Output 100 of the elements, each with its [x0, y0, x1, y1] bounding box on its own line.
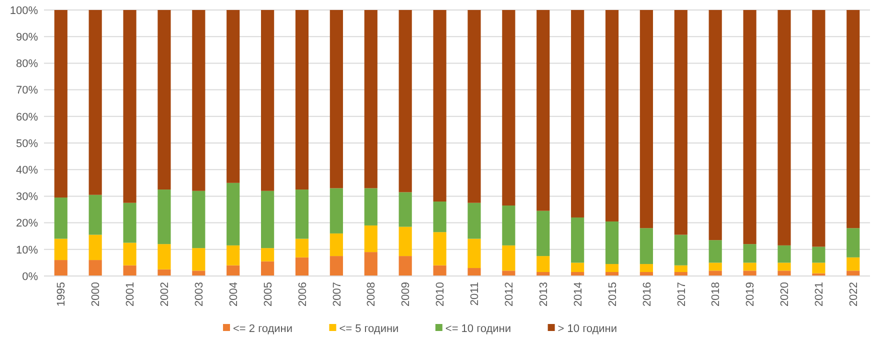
bar: [123, 265, 136, 276]
bar: [743, 10, 756, 244]
bar: [295, 190, 309, 239]
bar: [708, 270, 722, 276]
bar: [468, 238, 481, 268]
x-tick-label: 2021: [814, 282, 826, 306]
bar: [54, 198, 68, 239]
bar: [571, 10, 584, 218]
bar: [123, 242, 136, 266]
bar: [605, 264, 619, 272]
bar: [640, 264, 653, 272]
bar: [226, 10, 240, 183]
bar: [88, 260, 102, 276]
bar: [778, 262, 791, 271]
y-tick-label: 40%: [16, 164, 38, 176]
bar: [743, 244, 756, 263]
x-tick-label: 2019: [744, 282, 757, 306]
bar: [502, 206, 516, 246]
bar: [743, 262, 756, 271]
bar: [158, 244, 171, 270]
bar: [158, 190, 171, 244]
bar: [398, 10, 412, 192]
bar: [123, 202, 136, 243]
y-tick-label: 10%: [16, 244, 38, 256]
bar: [88, 10, 102, 195]
bar: [778, 245, 791, 263]
bar: [261, 10, 274, 191]
bar: [674, 234, 688, 266]
x-tick-label: 2015: [606, 282, 619, 306]
bar: [261, 190, 274, 248]
bar: [846, 228, 860, 258]
bar: [605, 10, 619, 222]
x-tick-label: 2009: [400, 282, 412, 306]
bar: [571, 217, 584, 263]
x-tick-label: 2016: [641, 282, 654, 306]
y-tick-label: 50%: [16, 138, 38, 150]
bar: [54, 10, 68, 198]
x-tick-label: 2006: [296, 282, 309, 306]
x-tick-label: 2003: [194, 282, 206, 306]
bar: [778, 10, 791, 246]
bar: [433, 202, 446, 232]
bar: [158, 269, 171, 276]
bar: [812, 246, 826, 263]
bar: [536, 256, 550, 272]
bar: [261, 261, 274, 276]
bar: [192, 248, 206, 271]
bar: [708, 240, 722, 263]
bar: [536, 10, 550, 211]
x-tick-label: 2000: [90, 282, 102, 306]
y-tick-label: 60%: [16, 111, 38, 124]
bar: [364, 252, 378, 276]
bar: [54, 238, 68, 260]
y-tick-label: 80%: [16, 58, 38, 70]
bar: [502, 10, 516, 206]
bar: [192, 270, 206, 276]
x-tick-label: 2022: [848, 282, 860, 306]
x-tick-label: 2007: [331, 282, 344, 306]
x-tick-label: 2010: [434, 282, 447, 306]
bar: [605, 221, 619, 264]
x-tick-label: 2008: [366, 282, 378, 306]
bar: [330, 233, 343, 256]
x-tick-label: 2001: [124, 282, 137, 306]
bar: [640, 228, 653, 264]
bar: [88, 194, 102, 235]
bar: [433, 10, 446, 202]
bar: [123, 10, 136, 203]
bar: [846, 270, 860, 276]
bar: [502, 270, 516, 276]
bar: [226, 245, 240, 266]
x-tick-label: 2004: [228, 282, 240, 306]
bar: [158, 10, 171, 190]
bar: [330, 188, 343, 234]
bar: [502, 245, 516, 271]
bar: [812, 10, 826, 247]
bar: [708, 10, 722, 240]
bar: [398, 256, 412, 276]
bar: [846, 10, 860, 228]
bar: [88, 234, 102, 260]
bar: [640, 10, 653, 228]
bar: [468, 202, 481, 239]
bar: [226, 265, 240, 276]
bar: [226, 182, 240, 246]
bar: [468, 268, 481, 276]
y-tick-label: 20%: [16, 218, 38, 230]
legend-label: <= 10 години: [445, 322, 512, 335]
bar: [433, 232, 446, 266]
legend-label: > 10 години: [558, 322, 618, 335]
bar: [536, 210, 550, 256]
bar: [295, 238, 309, 258]
x-tick-label: 1995: [56, 282, 68, 306]
bar: [364, 188, 378, 226]
x-tick-label: 2018: [710, 282, 722, 306]
bar: [398, 192, 412, 227]
bar: [468, 10, 481, 203]
y-tick-label: 0%: [22, 270, 38, 283]
y-tick-label: 90%: [16, 31, 38, 44]
bar: [192, 190, 206, 248]
bar: [846, 257, 860, 271]
y-tick-label: 70%: [16, 84, 38, 97]
x-tick-label: 2017: [676, 282, 688, 306]
